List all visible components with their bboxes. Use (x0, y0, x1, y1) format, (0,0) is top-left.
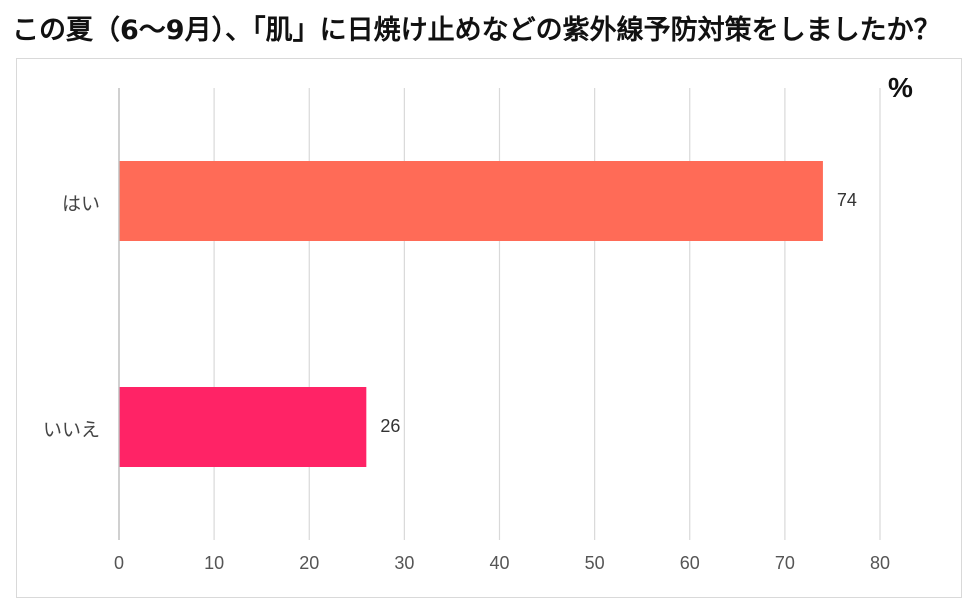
x-tick-label: 20 (299, 553, 320, 573)
category-label: はい (61, 193, 100, 215)
data-label: 74 (836, 190, 857, 210)
x-tick-label: 70 (774, 553, 795, 573)
x-tick-label: 60 (679, 553, 700, 573)
x-tick-label: 40 (489, 553, 510, 573)
unit-label: % (888, 72, 913, 103)
x-tick-label: 30 (394, 553, 415, 573)
x-tick-label: 50 (584, 553, 605, 573)
chart-frame (16, 58, 962, 598)
category-label: いいえ (42, 419, 100, 441)
chart-title: この夏（6～9月）、「肌」に日焼け止めなどの紫外線予防対策をしましたか？ (12, 15, 941, 46)
bar-1 (119, 387, 367, 467)
data-label: 26 (380, 416, 401, 436)
bar-0 (119, 161, 823, 241)
x-tick-label: 80 (869, 553, 891, 573)
x-tick-label: 10 (204, 553, 225, 573)
x-tick-label: 0 (113, 553, 124, 573)
